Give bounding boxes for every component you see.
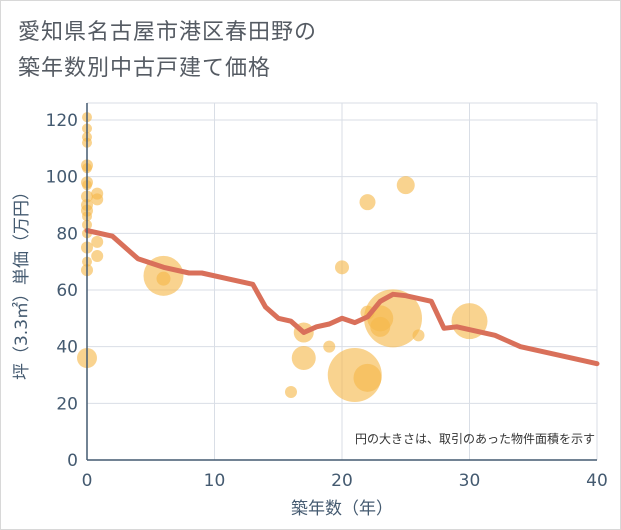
y-tick-label-0: 0 [67,451,78,471]
y-tick-label-4: 80 [56,224,78,244]
bubble-20 [91,235,104,248]
chart-title-line-1: 愛知県名古屋市港区春田野の [18,20,318,45]
chart-title-line-2: 築年数別中古戸建て価格 [18,56,272,81]
trend-series [84,228,600,367]
y-axis-label: 坪（3.3㎡）単価（万円） [12,183,32,380]
bubble-31 [359,194,376,211]
x-tick-label-2: 20 [331,471,353,491]
bubble-36 [396,176,415,195]
axes [86,103,597,461]
y-tick-label-6: 120 [46,111,78,131]
bubble-21 [91,250,104,262]
y-tick-label-2: 40 [56,338,78,358]
size-note: 円の大きさは、取引のあった物件面積を示す [355,431,595,446]
bubble-30 [353,363,382,392]
bubble-27 [323,340,336,353]
y-tick-label-1: 20 [56,394,78,414]
bubble-24 [285,386,297,398]
bubble-23 [156,271,171,286]
tick-labels: 0 10 20 30 40 0 20 40 60 80 100 120 [46,111,608,491]
bubble-26 [291,346,316,370]
x-tick-label-1: 10 [204,471,226,491]
bubble-37 [412,329,425,342]
y-tick-label-3: 60 [56,281,78,301]
x-axis-label: 築年数（年） [291,499,393,519]
x-tick-label-0: 0 [82,471,93,491]
x-tick-label-3: 30 [459,471,481,491]
trend-line [84,228,600,367]
x-tick-label-4: 40 [586,471,608,491]
y-tick-label-5: 100 [46,168,78,188]
bubble-19 [91,193,104,206]
bubble-series [77,112,488,402]
bubble-28 [335,260,349,275]
chart-title: 愛知県名古屋市港区春田野の 築年数別中古戸建て価格 [18,15,317,87]
